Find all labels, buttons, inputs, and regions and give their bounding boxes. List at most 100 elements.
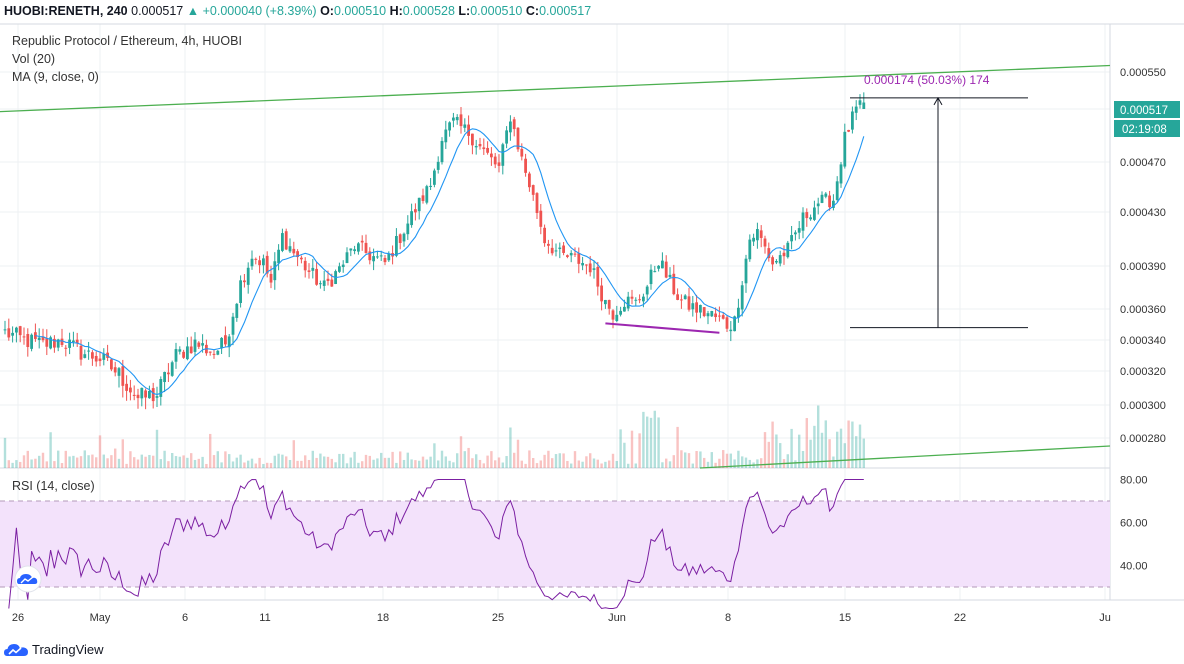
volume-bar [558,453,561,468]
candle [524,153,527,177]
price-badge-label: 0.000517 [1120,105,1168,117]
rsi-legend[interactable]: RSI (14, close) [12,479,95,493]
candle-body [357,243,360,252]
volume-bar [26,450,29,468]
volume-bar [296,460,299,468]
candle-body [406,223,410,235]
candle [630,289,634,305]
volume-bar [710,452,713,468]
candle [790,226,793,250]
volume-bar [342,453,345,468]
volume-bar [201,456,204,468]
candle-body [201,343,204,346]
volume-bar [19,461,22,468]
candle [402,232,406,247]
volume-bar [623,442,626,468]
candle-body [398,234,402,243]
volume-bar [220,462,223,468]
candle [398,233,402,250]
candle-body [182,351,185,358]
volume-bar [763,432,767,468]
candle [235,302,239,322]
volume-bar [326,456,330,468]
candle-body [771,257,774,265]
volume-bar [406,452,409,468]
candle [163,371,166,393]
candle-body [37,337,41,341]
candle-body [600,285,603,302]
chart-canvas[interactable]: 0.000174 (50.03%) 174 0.000550 0.000510 0.0… [0,0,1184,636]
candle [193,332,197,357]
volume-bar [429,456,432,468]
volume-bar [60,463,64,468]
candle-body [691,303,695,310]
tradingview-logo[interactable]: TradingView [4,642,104,657]
volume-bar [64,450,67,468]
volume-legend[interactable]: Vol (20) [12,52,56,66]
candle [216,349,220,356]
volume-bar [448,460,451,468]
volume-bar [315,457,318,468]
close-value: 0.000517 [539,4,592,18]
candle [600,277,603,311]
candle-body [227,336,231,348]
candle [752,233,755,246]
volume-bar [809,439,812,468]
candle [645,284,649,301]
candle-body [714,313,717,318]
candle-body [634,299,638,301]
candle-body [851,111,854,130]
candle-body [683,295,687,300]
volume-bar [247,460,250,468]
candle-body [224,335,227,345]
candle-body [140,387,144,399]
close-label: C: [525,4,540,18]
volume-bar [653,410,656,468]
time-tick-label: 15 [839,612,851,624]
candle [227,334,231,358]
candle [638,294,641,304]
time-tick-label: 6 [182,612,188,624]
candle [607,299,611,315]
chart-title[interactable]: Republic Protocol / Ethereum, 4h, HUOBI [12,34,242,48]
volume-bar [83,450,86,468]
candle-body [26,333,30,348]
candle-body [801,212,805,231]
support-line [605,322,720,334]
candle-body [56,339,60,348]
candle [699,304,702,319]
volume-bar [163,450,166,468]
candle-body [292,248,296,254]
volume-bar [106,458,109,468]
candle-body [672,273,676,295]
volume-bar [760,458,763,468]
volume-bar [539,460,542,468]
volume-bar [490,451,493,468]
candle [296,249,299,267]
candle [212,349,216,359]
candle [490,147,493,166]
candle-body [854,106,858,113]
candle-body [668,274,672,278]
volume-bar [72,455,75,468]
volume-bar [813,425,816,468]
candle [661,252,664,269]
candle [775,259,778,265]
volume-bar [273,455,276,468]
candle-body [569,252,573,256]
candle [376,250,379,259]
candle-body [493,156,497,165]
candle-body [307,270,311,272]
candle [383,254,387,266]
candle-body [611,310,615,320]
candle-body [721,315,725,319]
candle-body [463,124,467,128]
ma-legend[interactable]: MA (9, close, 0) [12,70,99,84]
volume-bar [744,457,748,468]
volume-bar [680,450,683,468]
volume-bar [775,434,778,468]
footer: TradingView [0,636,1184,664]
candle [569,250,573,263]
candle-body [129,387,132,393]
candle-body [277,249,280,264]
